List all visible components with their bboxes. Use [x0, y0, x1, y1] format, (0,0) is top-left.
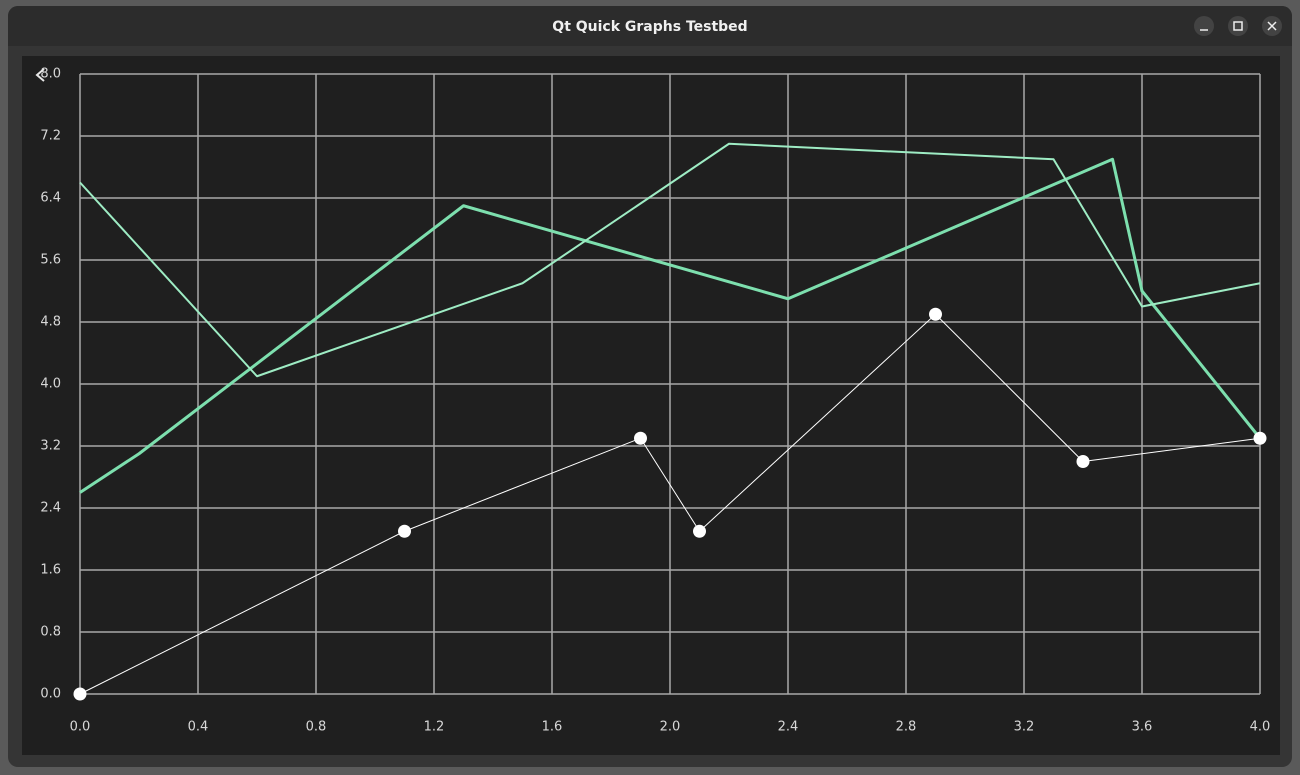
x-tick-label: 2.0 [660, 720, 681, 735]
x-tick-label: 0.8 [306, 720, 327, 735]
plot: 0.0 0.8 1.6 2.4 3.2 4.0 4.8 5.6 6.4 7.2 8.0 0.0 0.4 0… [40, 67, 1270, 735]
data-point [73, 687, 87, 701]
close-icon [1267, 21, 1277, 31]
y-tick-label: 4.8 [40, 315, 61, 330]
x-tick-label: 2.4 [778, 720, 799, 735]
y-tick-label: 0.0 [40, 687, 61, 702]
back-button[interactable] [35, 68, 45, 82]
data-point [693, 524, 706, 538]
data-point [1253, 431, 1267, 445]
y-tick-label: 8.0 [40, 67, 61, 82]
y-tick-label: 6.4 [40, 191, 61, 206]
data-point [929, 307, 942, 321]
title-bar [8, 6, 1292, 46]
x-tick-label: 2.8 [896, 720, 917, 735]
x-tick-label: 4.0 [1250, 720, 1271, 735]
x-tick-label: 1.2 [424, 720, 445, 735]
x-tick-label: 3.6 [1132, 720, 1153, 735]
y-tick-label: 1.6 [40, 563, 61, 578]
x-tick-label: 3.2 [1014, 720, 1035, 735]
minimize-button[interactable] [1194, 16, 1214, 36]
y-tick-label: 5.6 [40, 253, 61, 268]
y-tick-label: 4.0 [40, 377, 61, 392]
series-line [79, 142, 1261, 378]
data-point [634, 431, 647, 445]
y-tick-label: 2.4 [40, 501, 61, 516]
data-point [398, 524, 411, 538]
x-tick-label: 1.6 [542, 720, 563, 735]
maximize-icon [1233, 21, 1243, 31]
data-point [1076, 455, 1090, 468]
y-tick-label: 0.8 [40, 625, 61, 640]
x-tick-label: 0.0 [70, 720, 91, 735]
series-line [79, 157, 1262, 494]
y-tick-label: 7.2 [40, 129, 61, 144]
window-controls [1194, 16, 1282, 36]
chart-panel [22, 56, 1280, 755]
maximize-button[interactable] [1228, 16, 1248, 36]
window-title: Qt Quick Graphs Testbed [552, 19, 747, 35]
y-tick-label: 3.2 [40, 439, 61, 454]
x-tick-label: 0.4 [188, 720, 209, 735]
